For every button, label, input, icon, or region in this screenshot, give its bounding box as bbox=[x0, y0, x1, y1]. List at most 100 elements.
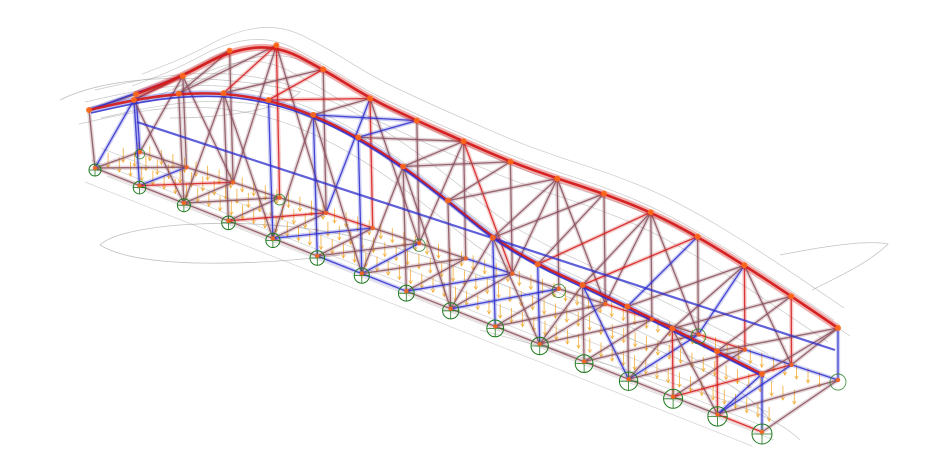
pin-support-icon bbox=[829, 373, 847, 391]
node-dot-icon[interactable] bbox=[320, 66, 327, 73]
node-dot-icon[interactable] bbox=[133, 91, 139, 98]
node-dot-icon[interactable] bbox=[137, 149, 143, 155]
node-dot-icon[interactable] bbox=[400, 163, 407, 170]
node-dot-icon[interactable] bbox=[507, 158, 514, 165]
node-dot-icon[interactable] bbox=[715, 412, 720, 417]
load-arrow-head-icon bbox=[139, 177, 144, 182]
node-dot-icon[interactable] bbox=[759, 429, 765, 435]
node-dot-icon[interactable] bbox=[323, 210, 329, 215]
deck-diagonal-brace bbox=[316, 242, 420, 257]
node-dot-icon[interactable] bbox=[788, 293, 795, 300]
node-dot-icon[interactable] bbox=[603, 301, 608, 307]
node-dot-icon[interactable] bbox=[556, 286, 561, 291]
node-dot-icon[interactable] bbox=[404, 289, 409, 294]
node-dot-icon[interactable] bbox=[270, 236, 276, 241]
node-dot-icon[interactable] bbox=[179, 73, 186, 79]
top-diagonal-brace bbox=[581, 235, 699, 286]
deck-diagonal-brace bbox=[539, 318, 653, 345]
node-dot-icon[interactable] bbox=[230, 180, 236, 185]
node-dot-icon[interactable] bbox=[835, 377, 841, 383]
load-arrow-head-icon bbox=[436, 254, 441, 259]
load-arrow-head-icon bbox=[598, 353, 604, 358]
node-dot-icon[interactable] bbox=[581, 359, 587, 364]
node-dot-icon[interactable] bbox=[579, 282, 586, 288]
top-diagonal-brace bbox=[626, 264, 746, 308]
node-dot-icon[interactable] bbox=[181, 201, 187, 206]
node-dot-icon[interactable] bbox=[694, 233, 701, 240]
node-dot-icon[interactable] bbox=[835, 325, 841, 331]
bottom-chord-far bbox=[465, 257, 513, 275]
node-dot-icon[interactable] bbox=[273, 42, 280, 49]
node-dot-icon[interactable] bbox=[184, 165, 189, 170]
node-dot-icon[interactable] bbox=[554, 175, 561, 182]
load-arrow-head-icon bbox=[166, 175, 171, 180]
node-dot-icon[interactable] bbox=[265, 97, 272, 103]
node-dot-icon[interactable] bbox=[444, 197, 451, 204]
node-dot-icon[interactable] bbox=[137, 183, 142, 188]
node-dot-icon[interactable] bbox=[463, 256, 468, 261]
bottom-chord-far bbox=[325, 212, 374, 229]
node-dot-icon[interactable] bbox=[789, 362, 794, 367]
node-dot-icon[interactable] bbox=[510, 271, 515, 276]
node-dot-icon[interactable] bbox=[601, 190, 607, 197]
node-dot-icon[interactable] bbox=[413, 117, 420, 124]
node-dot-icon[interactable] bbox=[714, 348, 721, 355]
diagonal-member-near bbox=[716, 373, 763, 416]
load-arrow-head-icon bbox=[805, 379, 811, 384]
load-arrow-head-icon bbox=[748, 360, 753, 365]
bottom-chord-near bbox=[716, 413, 763, 433]
node-dot-icon[interactable] bbox=[759, 371, 765, 377]
node-dot-icon[interactable] bbox=[226, 47, 233, 54]
node-dot-icon[interactable] bbox=[226, 218, 231, 223]
node-dot-icon[interactable] bbox=[649, 317, 655, 322]
node-dot-icon[interactable] bbox=[92, 165, 98, 171]
node-dot-icon[interactable] bbox=[359, 271, 364, 276]
node-dot-icon[interactable] bbox=[370, 225, 375, 231]
load-arrow-head-icon bbox=[528, 285, 534, 290]
node-dot-icon[interactable] bbox=[626, 377, 631, 382]
load-arrow-head-icon bbox=[780, 396, 786, 401]
node-dot-icon[interactable] bbox=[647, 209, 654, 216]
diagonal-member-far bbox=[275, 44, 327, 214]
node-dot-icon[interactable] bbox=[493, 324, 498, 329]
node-dot-icon[interactable] bbox=[537, 341, 542, 347]
deck-diagonal-brace bbox=[138, 181, 234, 187]
top-lateral-strut bbox=[222, 44, 278, 94]
load-arrow-head-icon bbox=[542, 331, 548, 336]
node-dot-icon[interactable] bbox=[624, 303, 631, 310]
deck-floor-beam bbox=[361, 242, 420, 275]
load-arrow-head-icon bbox=[390, 239, 395, 244]
node-dot-icon[interactable] bbox=[175, 90, 182, 97]
deck-diagonal-brace bbox=[583, 333, 700, 363]
deck-diagonal-brace bbox=[450, 288, 560, 310]
diagonal-member-near bbox=[312, 114, 363, 275]
node-dot-icon[interactable] bbox=[534, 261, 541, 268]
load-arrow-head-icon bbox=[553, 314, 558, 319]
node-dot-icon[interactable] bbox=[220, 90, 227, 97]
node-dot-icon[interactable] bbox=[460, 138, 467, 145]
node-dot-icon[interactable] bbox=[448, 306, 453, 311]
load-arrow-head-icon bbox=[428, 269, 433, 274]
node-dot-icon[interactable] bbox=[489, 234, 496, 241]
node-dot-icon[interactable] bbox=[742, 347, 748, 352]
node-dot-icon[interactable] bbox=[670, 394, 676, 399]
node-dot-icon[interactable] bbox=[277, 195, 282, 200]
node-dot-icon[interactable] bbox=[130, 96, 137, 103]
node-dot-icon[interactable] bbox=[367, 95, 373, 102]
node-dot-icon[interactable] bbox=[315, 253, 320, 259]
node-dot-icon[interactable] bbox=[696, 332, 701, 337]
load-arrow-head-icon bbox=[564, 318, 569, 323]
load-arrow-head-icon bbox=[632, 366, 637, 371]
node-dot-icon[interactable] bbox=[669, 325, 676, 332]
node-dot-icon[interactable] bbox=[86, 107, 92, 113]
node-dot-icon[interactable] bbox=[417, 241, 422, 246]
load-arrow-head-icon bbox=[723, 376, 729, 381]
node-dot-icon[interactable] bbox=[741, 262, 748, 269]
node-dot-icon[interactable] bbox=[355, 134, 362, 141]
bottom-chord-far bbox=[418, 242, 467, 260]
top-diagonal-brace bbox=[447, 177, 558, 202]
diagonal-member-near bbox=[539, 284, 584, 345]
node-dot-icon[interactable] bbox=[310, 111, 317, 118]
